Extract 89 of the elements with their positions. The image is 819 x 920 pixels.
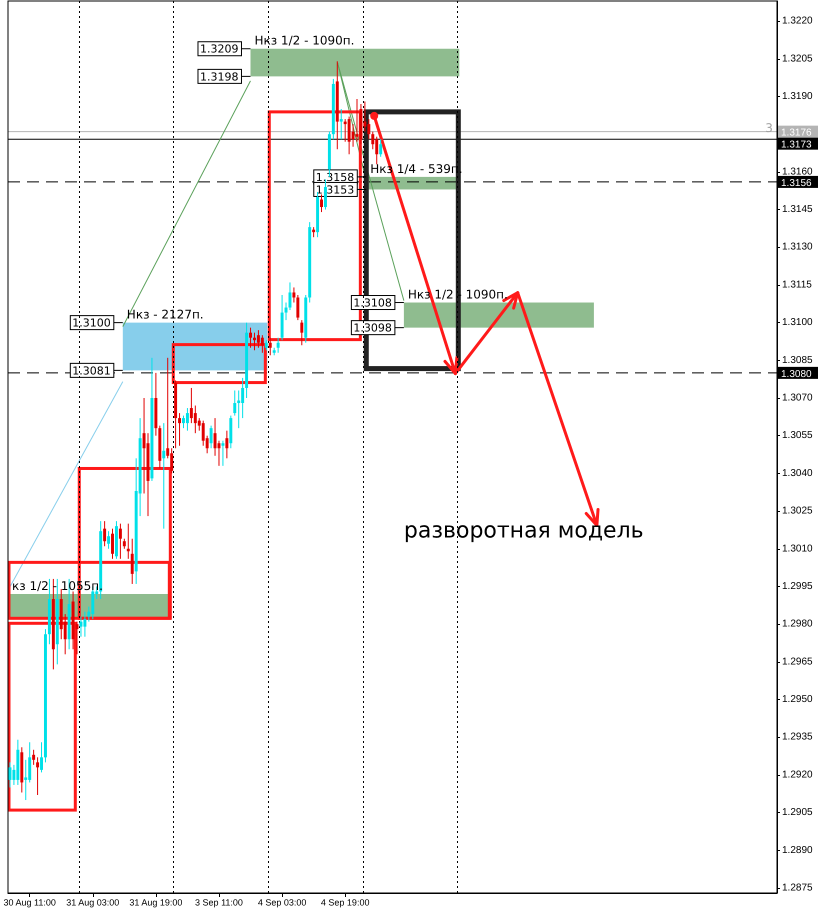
x-tick-label: 31 Aug 19:00 (129, 898, 182, 908)
candlestick (221, 440, 224, 466)
y-tick-label: 1.3145 (782, 204, 814, 216)
y-tick-label: 1.3040 (782, 468, 814, 479)
candlestick (312, 226, 316, 238)
ref-line-label: 1.3156 (781, 178, 812, 189)
candlestick (111, 528, 114, 560)
y-tick-label: 1.3115 (782, 279, 812, 290)
candlestick (256, 330, 260, 348)
y-tick-label: 1.3070 (782, 392, 814, 404)
candlestick (276, 337, 280, 354)
candlestick (107, 530, 110, 550)
candlestick (214, 418, 217, 456)
x-tick-label: 4 Sep 03:00 (258, 898, 306, 908)
candlestick (194, 405, 197, 434)
candlestick (356, 98, 358, 142)
candlestick (32, 749, 36, 766)
candlestick (241, 377, 244, 419)
y-tick-label: 1.2995 (782, 580, 814, 592)
annotation: 1.3158 (316, 170, 354, 184)
candlestick (225, 430, 228, 459)
candlestick (264, 340, 268, 351)
candlestick (36, 756, 40, 796)
ref-line-label: 1.3176 (781, 128, 812, 139)
ref-line-label: 1.3173 (781, 140, 812, 151)
candlestick (79, 616, 82, 638)
annotation: 1.3198 (200, 70, 238, 84)
annotation: 1.3108 (353, 296, 392, 310)
candlestick (170, 448, 174, 474)
y-tick-label: 1.3130 (782, 242, 814, 253)
candlestick (178, 412, 182, 446)
candlestick (379, 138, 382, 158)
candlestick (186, 408, 189, 432)
y-tick-label: 1.3190 (782, 90, 814, 102)
y-tick-label: 1.3025 (782, 506, 814, 517)
y-tick-label: 1.2890 (782, 844, 814, 856)
x-tick-label: 4 Sep 19:00 (320, 898, 370, 908)
band-label: Нкз 1/2 - 1090п. (254, 34, 354, 48)
candlestick (300, 320, 304, 346)
candlestick (40, 742, 43, 773)
y-tick-label: 1.3100 (782, 317, 814, 328)
y-tick-label: 1.2875 (782, 882, 814, 894)
y-tick-label: 1.3160 (782, 166, 814, 178)
candlestick (210, 425, 213, 449)
y-tick-label: 1.2965 (782, 656, 814, 668)
y-tick-label: 1.2980 (782, 618, 814, 630)
candlestick (162, 422, 166, 530)
y-tick-label: 1.2935 (782, 732, 814, 743)
candlestick (237, 390, 240, 429)
candlestick (28, 742, 32, 783)
band-label: Нкз - 2127п. (126, 308, 204, 322)
candlestick (122, 538, 126, 550)
candlestick (182, 415, 185, 429)
candlestick (252, 332, 256, 351)
candlestick (8, 762, 12, 788)
candlestick (284, 302, 288, 321)
ref-line-label: 1.3080 (781, 368, 812, 380)
candlestick (249, 327, 252, 348)
candlestick (320, 194, 323, 213)
annotation: 1.3209 (200, 42, 238, 56)
x-tick-label: 3 Sep 11:00 (195, 898, 243, 908)
annotation: 1.3098 (353, 322, 392, 335)
y-tick-label: 1.2950 (782, 694, 814, 706)
candlestick (260, 334, 264, 354)
candlestick (292, 286, 296, 304)
y-tick-label: 1.3010 (782, 543, 814, 554)
candlestick (83, 611, 86, 638)
y-tick-label: 1.3055 (782, 430, 814, 442)
candlestick (190, 387, 193, 424)
candlestick (296, 294, 300, 321)
x-tick-label: 31 Aug 03:00 (66, 898, 120, 908)
candlestick (118, 523, 122, 560)
y-tick-label: 1.2920 (782, 769, 814, 780)
y-tick-label: 1.3205 (782, 53, 814, 64)
y-tick-label: 1.3085 (782, 354, 814, 366)
annotation: 1.3081 (72, 364, 111, 378)
annotation: 1.3100 (72, 316, 111, 330)
x-tick-label: 30 Aug 11:00 (3, 898, 56, 908)
candlestick (142, 398, 146, 494)
candlestick (288, 282, 292, 311)
candlestick (103, 520, 106, 547)
y-tick-label: 1.3220 (782, 16, 814, 27)
candlestick (202, 420, 205, 446)
annotation: разворотная модель (404, 518, 644, 544)
candlestick (348, 116, 351, 155)
candlestick (367, 118, 370, 140)
y-tick-label: 1.2905 (782, 807, 814, 818)
candlestick (344, 118, 347, 142)
annotation: 3 (765, 120, 773, 135)
